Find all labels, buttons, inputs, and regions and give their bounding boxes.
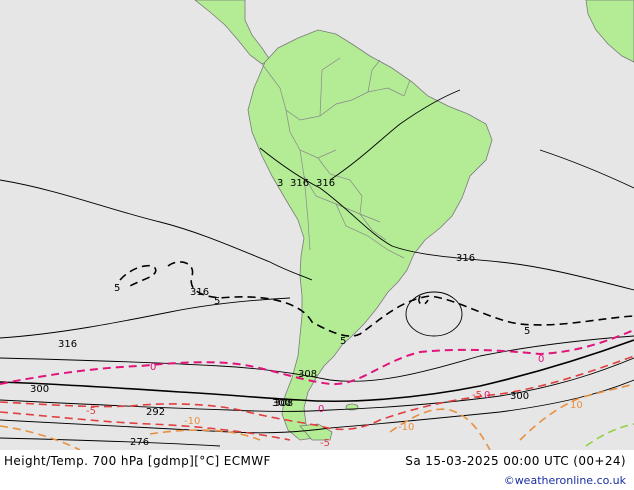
height-label: 300 <box>510 391 529 402</box>
isotherm-minus15 <box>585 423 634 447</box>
footer: Height/Temp. 700 hPa [gdmp][°C] ECMWF Sa… <box>0 450 634 490</box>
height-contours <box>0 89 634 447</box>
temp-label-minus10: -10 <box>184 416 200 427</box>
height-label: 3 <box>277 178 283 189</box>
height-label: 316 <box>58 339 77 350</box>
height-label: 316 <box>316 178 335 189</box>
height-label: 292 <box>146 407 165 418</box>
temp-label-minus5: 5 <box>340 336 346 347</box>
forecast-datetime: Sa 15-03-2025 00:00 UTC (00+24) <box>405 454 626 468</box>
land <box>194 0 634 441</box>
temp-label-minus10: 10 <box>570 400 583 411</box>
height-label: 308 <box>298 369 317 380</box>
isotherm-minus5 <box>0 355 634 441</box>
credit-link[interactable]: ©weatheronline.co.uk <box>503 474 626 487</box>
height-label: 276 <box>130 437 149 448</box>
height-label: 316 <box>190 287 209 298</box>
temp-label-zero: 0 <box>484 390 490 401</box>
height-label: 316 <box>290 178 309 189</box>
height-label: 316 <box>456 253 475 264</box>
temp-label-minus5: -5 <box>86 406 96 417</box>
map-title: Height/Temp. 700 hPa [gdmp][°C] ECMWF <box>4 454 271 468</box>
temp-label-zero: 0 <box>150 362 156 373</box>
isotherm-minus5-black <box>119 261 634 337</box>
temp-label-minus5: 5 <box>524 326 530 337</box>
temp-label-zero: 0 <box>538 354 544 365</box>
height-labels: 316 316 316 316 316 308 308 300 300 300 … <box>30 178 529 448</box>
height-label: 300 <box>272 398 291 409</box>
temp-label-minus5: 5 <box>114 283 120 294</box>
temp-label-zero: 0 <box>318 404 324 415</box>
temp-label-minus10: -10 <box>398 422 414 433</box>
height-label: 308 <box>274 398 293 409</box>
africa-corner <box>585 0 634 63</box>
isotherm-0 <box>0 329 634 386</box>
temp-labels: 0 0 0 0 -5 -5 5 5 5 -5 5 -10 -10 10 <box>86 283 583 449</box>
height-label: 300 <box>30 384 49 395</box>
isotherm-minus10 <box>0 383 634 450</box>
map-canvas: 316 316 316 316 316 308 308 300 300 3 00 … <box>0 0 634 450</box>
temp-label-minus5: 5 <box>214 296 220 307</box>
south-america <box>247 29 493 441</box>
country-borders <box>261 57 411 259</box>
weather-map: 316 316 316 316 316 308 308 300 300 3 00 … <box>0 0 634 450</box>
temp-label-minus5: -5 <box>472 390 482 401</box>
temp-label-minus5: -5 <box>320 438 330 449</box>
